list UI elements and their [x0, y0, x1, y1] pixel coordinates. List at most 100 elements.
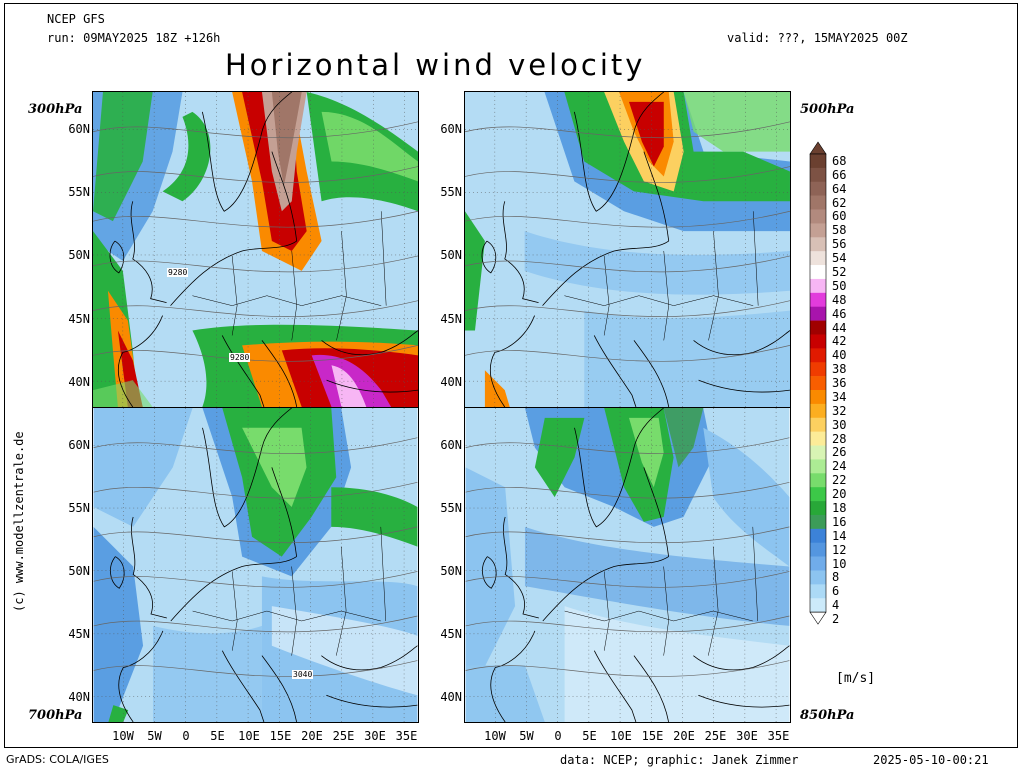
contour-label: 3040 [292, 670, 314, 679]
colorbar-swatch [810, 348, 826, 363]
lon-label: 10W [484, 729, 506, 743]
colorbar-swatch [810, 334, 826, 349]
colorbar-tick-label: 36 [832, 376, 847, 391]
map-panel-500hpa [464, 91, 791, 408]
lon-label: 10E [610, 729, 632, 743]
colorbar-tick-label: 42 [832, 334, 847, 349]
colorbar-tick-label: 20 [832, 487, 847, 502]
lat-label: 50N [440, 564, 462, 578]
colorbar-tick-label: 22 [832, 473, 847, 488]
figure-frame [4, 3, 1018, 748]
colorbar-tick-label: 4 [832, 598, 840, 613]
colorbar-tick-label: 30 [832, 417, 847, 432]
colorbar-tick-label: 18 [832, 501, 847, 515]
lat-label: 45N [440, 627, 462, 641]
colorbar-tick-label: 52 [832, 265, 847, 279]
colorbar-swatch [810, 556, 826, 571]
colorbar-swatch [810, 209, 826, 224]
lon-label: 10E [238, 729, 260, 743]
colorbar-swatch [810, 278, 826, 294]
colorbar-tick-label: 40 [832, 348, 847, 363]
colorbar-tick-label: 6 [832, 584, 840, 599]
map-panel-850hpa [464, 407, 791, 723]
colorbar-tick-label: 44 [832, 320, 847, 335]
lon-label: 5W [519, 729, 534, 743]
colorbar-tick-label: 62 [832, 195, 847, 210]
lon-label: 25E [704, 729, 727, 743]
colorbar-tick-label: 26 [832, 445, 847, 460]
colorbar-swatch [810, 362, 826, 377]
lon-label: 20E [301, 729, 323, 743]
contour-label: 9280 [167, 268, 189, 277]
colorbar-tick-label: 58 [832, 223, 847, 238]
colorbar-swatch [810, 417, 826, 432]
lat-label: 40N [440, 690, 462, 704]
map-panel-300hpa [92, 91, 419, 408]
lon-label: 5E [582, 729, 597, 743]
lat-label: 60N [440, 438, 462, 452]
colorbar-tick-label: 68 [832, 153, 847, 168]
colorbar-swatch [810, 265, 826, 280]
timestamp: 2025-05-10-00:21 [873, 753, 989, 767]
lat-label: 45N [68, 312, 90, 326]
lat-label: 50N [68, 248, 90, 262]
lat-label: 50N [68, 564, 90, 578]
lat-label: 45N [440, 312, 462, 326]
lon-label: 5W [147, 729, 162, 743]
lat-label: 55N [68, 185, 90, 199]
colorbar-max-arrow [809, 141, 827, 155]
lon-label: 0 [182, 729, 190, 743]
website-credit: (c) www.modellzentrale.de [12, 431, 26, 612]
colorbar-swatch [810, 292, 826, 308]
level-label-300: 300hPa [28, 102, 83, 117]
model-name: NCEP GFS [47, 12, 105, 26]
colorbar [809, 141, 827, 625]
colorbar-swatch [810, 251, 826, 266]
colorbar-tick-label: 54 [832, 251, 847, 266]
colorbar-swatch [810, 570, 826, 585]
grads-credit: GrADS: COLA/IGES [6, 753, 109, 766]
colorbar-tick-label: 56 [832, 237, 847, 252]
colorbar-tick-label: 2 [832, 612, 840, 627]
level-label-500: 500hPa [800, 102, 855, 117]
colorbar-tick-label: 34 [832, 389, 847, 404]
lon-label: 20E [673, 729, 695, 743]
colorbar-tick-label: 8 [832, 570, 840, 585]
level-label-850: 850hPa [800, 708, 855, 723]
lat-label: 55N [440, 185, 462, 199]
colorbar-swatch [810, 584, 826, 599]
colorbar-tick-label: 24 [832, 459, 847, 474]
lat-label: 55N [68, 501, 90, 515]
colorbar-tick-label: 10 [832, 556, 847, 571]
colorbar-tick-label: 50 [832, 278, 847, 293]
valid-time: valid: ???, 15MAY2025 00Z [727, 31, 908, 45]
colorbar-swatch [810, 223, 826, 238]
lat-label: 40N [68, 375, 90, 389]
colorbar-swatch [810, 403, 826, 419]
colorbar-tick-label: 28 [832, 431, 847, 446]
unit-label: [m/s] [836, 671, 876, 686]
colorbar-swatch [810, 459, 826, 474]
colorbar-swatch [810, 237, 826, 252]
colorbar-swatch [810, 390, 826, 405]
contour-label: 9280 [229, 353, 251, 362]
colorbar-tick-label: 46 [832, 306, 847, 321]
chart-title: Horizontal wind velocity [225, 48, 646, 82]
lat-label: 60N [68, 122, 90, 136]
lat-label: 45N [68, 627, 90, 641]
lat-label: 40N [68, 690, 90, 704]
lon-label: 0 [554, 729, 562, 743]
data-credit: data: NCEP; graphic: Janek Zimmer [560, 753, 799, 767]
lat-label: 55N [440, 501, 462, 515]
lat-label: 60N [68, 438, 90, 452]
lat-label: 40N [440, 375, 462, 389]
colorbar-tick-label: 12 [832, 542, 847, 557]
colorbar-swatch [810, 306, 826, 321]
run-info: run: 09MAY2025 18Z +126h [47, 31, 221, 45]
colorbar-min-arrow [809, 611, 827, 625]
colorbar-swatch [810, 195, 826, 210]
colorbar-swatch [810, 542, 826, 557]
colorbar-tick-label: 60 [832, 209, 847, 224]
colorbar-swatch [810, 473, 826, 488]
colorbar-swatch [810, 376, 826, 391]
